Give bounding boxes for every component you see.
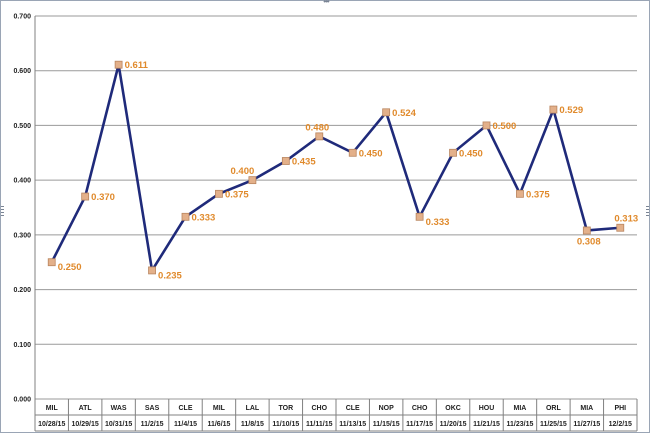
- data-point-marker: [582, 226, 591, 235]
- x-tick-label-team: LAL: [246, 405, 260, 412]
- data-point-marker: [114, 60, 123, 69]
- x-tick-label-team: ORL: [546, 405, 562, 412]
- x-tick-label-date: 12/2/15: [609, 421, 632, 428]
- data-point-marker: [415, 212, 424, 221]
- x-tick-label-team: ATL: [79, 405, 93, 412]
- data-point-marker: [348, 148, 357, 157]
- data-label: 0.333: [192, 212, 216, 223]
- data-point-marker: [516, 189, 524, 198]
- y-tick-label: 0.000: [13, 397, 31, 404]
- series-line: [50, 64, 621, 275]
- data-label: 0.529: [559, 105, 583, 116]
- x-tick-label-date: 10/28/15: [38, 421, 65, 428]
- data-point-marker: [148, 266, 156, 275]
- data-point-marker: [81, 192, 90, 201]
- x-tick-label-date: 11/10/15: [272, 421, 299, 428]
- x-tick-label-team: MIL: [213, 405, 226, 412]
- x-tick-label-team: OKC: [445, 405, 461, 412]
- data-label: 0.250: [58, 262, 82, 273]
- data-label: 0.450: [359, 148, 383, 159]
- data-point-marker: [47, 258, 56, 267]
- x-tick-label-team: SAS: [145, 405, 160, 412]
- data-point-marker: [482, 121, 491, 130]
- data-label: 0.435: [292, 156, 316, 167]
- data-label: 0.313: [614, 214, 638, 225]
- y-tick-label: 0.300: [13, 232, 31, 239]
- data-point-marker: [616, 223, 625, 232]
- x-tick-label-date: 11/20/15: [440, 421, 467, 428]
- x-tick-label-team: MIL: [46, 405, 59, 412]
- x-tick-label-date: 10/29/15: [72, 421, 99, 428]
- x-tick-label-team: MIA: [514, 405, 527, 412]
- x-tick-label-date: 11/21/15: [473, 421, 500, 428]
- x-tick-label-date: 10/31/15: [105, 421, 132, 428]
- x-axis: MIL 10/28/15 ATL 10/29/15 WAS 10/31/15 SAS 11/2…: [35, 399, 637, 432]
- y-axis-tick-labels: 0.000 0.100 0.200 0.300 0.400 0.500 0.600 0.700: [13, 14, 31, 404]
- series-markers: [47, 60, 625, 275]
- x-tick-label-date: 11/8/15: [241, 421, 264, 428]
- resize-handle-left-icon[interactable]: [1, 206, 4, 218]
- y-tick-label: 0.400: [13, 178, 31, 185]
- x-tick-label-team: PHI: [614, 405, 626, 412]
- data-label: 0.370: [91, 192, 115, 203]
- resize-handle-right-icon[interactable]: [646, 206, 649, 218]
- x-tick-label-team: CLE: [346, 405, 360, 412]
- x-tick-label-date: 11/23/15: [507, 421, 534, 428]
- x-tick-label-team: CHO: [311, 405, 327, 412]
- y-tick-label: 0.200: [13, 287, 31, 294]
- data-point-marker: [215, 189, 223, 198]
- x-tick-label-date: 11/13/15: [339, 421, 366, 428]
- data-label: 0.450: [459, 148, 483, 159]
- x-tick-label-date: 11/6/15: [207, 421, 230, 428]
- data-label: 0.524: [392, 108, 416, 119]
- data-label: 0.400: [230, 166, 254, 177]
- data-label: 0.480: [305, 122, 329, 133]
- x-tick-label-date: 11/2/15: [141, 421, 164, 428]
- resize-handle-top-icon[interactable]: •••: [323, 0, 329, 6]
- data-point-marker: [549, 105, 558, 114]
- data-point-marker: [281, 157, 290, 165]
- data-point-marker: [248, 176, 257, 185]
- data-point-marker: [382, 108, 391, 117]
- y-tick-label: 0.100: [13, 342, 31, 349]
- x-tick-label-team: TOR: [279, 405, 294, 412]
- gridlines: [34, 15, 638, 431]
- data-label: 0.611: [125, 60, 149, 71]
- data-label: 0.375: [526, 189, 550, 200]
- x-tick-label-team: MIA: [580, 405, 593, 412]
- x-tick-label-date: 11/15/15: [373, 421, 400, 428]
- data-label: 0.500: [493, 121, 517, 132]
- data-label: 0.375: [225, 189, 249, 200]
- series-polyline: [50, 64, 621, 275]
- x-tick-label-team: NOP: [379, 405, 395, 412]
- x-tick-label-date: 11/27/15: [573, 421, 600, 428]
- y-tick-label: 0.700: [13, 14, 31, 21]
- data-point-marker: [315, 132, 324, 141]
- x-tick-label-date: 11/17/15: [406, 421, 433, 428]
- x-tick-label-team: HOU: [479, 405, 495, 412]
- data-label: 0.308: [577, 236, 601, 247]
- y-tick-label: 0.500: [13, 123, 31, 130]
- x-tick-label-date: 11/25/15: [540, 421, 567, 428]
- x-tick-label-team: CLE: [179, 405, 193, 412]
- x-tick-label-date: 11/11/15: [306, 421, 333, 428]
- data-labels: 0.250 0.370 0.611 0.235 0.333 0.375 0.400 0.435…: [58, 60, 638, 281]
- data-label: 0.235: [158, 270, 182, 281]
- y-tick-label: 0.600: [13, 68, 31, 75]
- x-tick-label-team: CHO: [412, 405, 428, 412]
- x-tick-label-team: WAS: [111, 405, 127, 412]
- x-tick-label-date: 11/4/15: [174, 421, 197, 428]
- data-point-marker: [181, 212, 190, 221]
- data-point-marker: [449, 148, 457, 157]
- data-label: 0.333: [426, 217, 450, 228]
